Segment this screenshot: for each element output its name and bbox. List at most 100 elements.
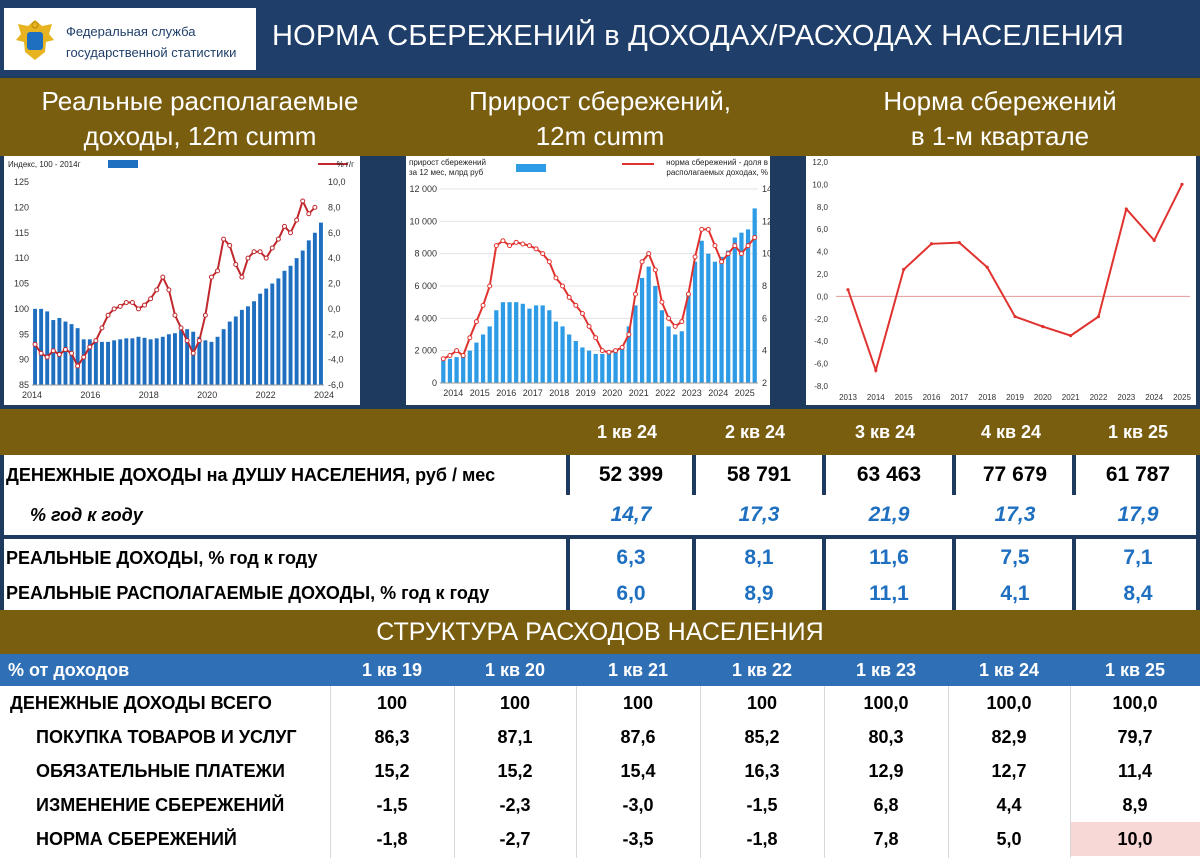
cell-value: -1,8 [376,828,408,849]
legend-label: норма сбережений - доля в [666,158,768,167]
cell-value: 14,7 [610,503,652,526]
line-point [553,275,559,281]
grid-divider [948,754,949,788]
bar [573,340,578,383]
bar [258,293,263,385]
x-tick-label: 2020 [197,390,217,400]
bar [692,261,698,383]
y-tick-label: 6 000 [414,281,437,291]
y2-tick-label: -4,0 [328,355,344,365]
y2-tick-label: 6 [762,313,767,323]
line-point [672,323,678,329]
y2-tick-label: 8 [762,281,767,291]
line-point [117,303,123,309]
bar [739,232,744,383]
bar [288,265,293,385]
y-tick-label: 2 000 [414,346,437,356]
cell-value: 52 399 [598,463,664,486]
bar [75,328,80,385]
y2-tick-label: 10,0 [328,177,346,187]
bar [620,345,625,383]
bar [270,283,275,385]
cell-value: 6,0 [616,581,646,605]
y-tick-label: 125 [14,177,29,187]
legend-label: прирост сбережений [409,158,486,167]
cell-value: 100,0 [986,692,1032,713]
line-point [473,319,479,325]
line-point [440,356,446,362]
grid-divider [824,686,825,720]
rosstat-logo: Федеральная служба государственной стати… [4,8,256,70]
y-tick-label: -6,0 [814,360,828,369]
x-tick-label: 2022 [256,390,276,400]
grid-divider [700,686,701,720]
line-point [619,344,625,350]
chart-a-title-line-1: Реальные располагаемые [41,86,359,116]
income-row-yoy: % год к году 14,7 17,3 21,9 17,3 17,9 [4,495,1196,535]
x-tick-label: 2024 [1145,393,1163,402]
line-point [263,255,269,261]
grid-divider [948,686,949,720]
spending-row-savings-rate: НОРМА СБЕРЕЖЕНИЙ -1,8 -2,7 -3,5 -1,8 7,8… [0,822,1200,858]
cell-value: 15,4 [620,760,656,781]
chart-c-title: Норма сбережений в 1-м квартале [810,84,1190,154]
bar [639,277,645,383]
bar [719,256,724,383]
row-label: ПОКУПКА ТОВАРОВ И УСЛУГ [36,726,297,747]
cell-value: 7,8 [873,828,899,849]
line-point [99,325,105,331]
line-point [652,267,658,273]
grid-divider [948,720,949,754]
line-point [275,236,281,242]
line-point [699,226,705,232]
cell-value: 11,4 [1117,760,1153,781]
line-point [1041,325,1045,329]
divider [566,455,570,495]
line-point [626,332,632,337]
line-point [294,217,300,223]
bar [600,353,605,383]
divider [692,577,696,610]
grid-divider [330,720,331,754]
grid-divider [1070,720,1071,754]
bar [633,305,638,383]
grid-divider [1070,754,1071,788]
divider [822,577,826,610]
cell-value: 5,0 [996,828,1022,849]
cell-value: 12,9 [868,760,904,781]
grid-divider [700,822,701,858]
grid-divider [700,754,701,788]
income-table-header: 1 кв 24 2 кв 24 3 кв 24 4 кв 24 1 кв 25 [0,409,1200,455]
bar [673,334,678,383]
grid-divider [700,720,701,754]
bar [185,329,190,385]
grid-divider [824,720,825,754]
line-point [50,348,56,354]
y2-tick-label: 12 [762,216,770,226]
line-point [957,241,961,245]
line-point [513,239,519,245]
y2-tick-label: 8,0 [328,202,341,212]
line-point [725,251,731,257]
y-tick-label: 105 [14,279,29,289]
line-point [447,353,453,359]
bar [567,334,572,383]
cell-value: 100,0 [1112,692,1158,713]
divider [952,539,956,577]
bar [467,350,472,383]
x-tick-label: 2022 [1090,393,1108,402]
line-point [178,325,184,331]
grid-divider [454,754,455,788]
bar [745,229,751,383]
bar [166,334,171,385]
header: Федеральная служба государственной стати… [0,0,1200,76]
bar [319,222,323,385]
bar [197,336,202,385]
bar [752,208,757,383]
spending-first-header: % от доходов [8,659,130,680]
bar [706,253,711,383]
x-tick-label: 2021 [1062,393,1080,402]
y-tick-label: -8,0 [814,382,828,391]
grid-divider [948,788,949,822]
income-col-header: 3 кв 24 [854,421,916,442]
